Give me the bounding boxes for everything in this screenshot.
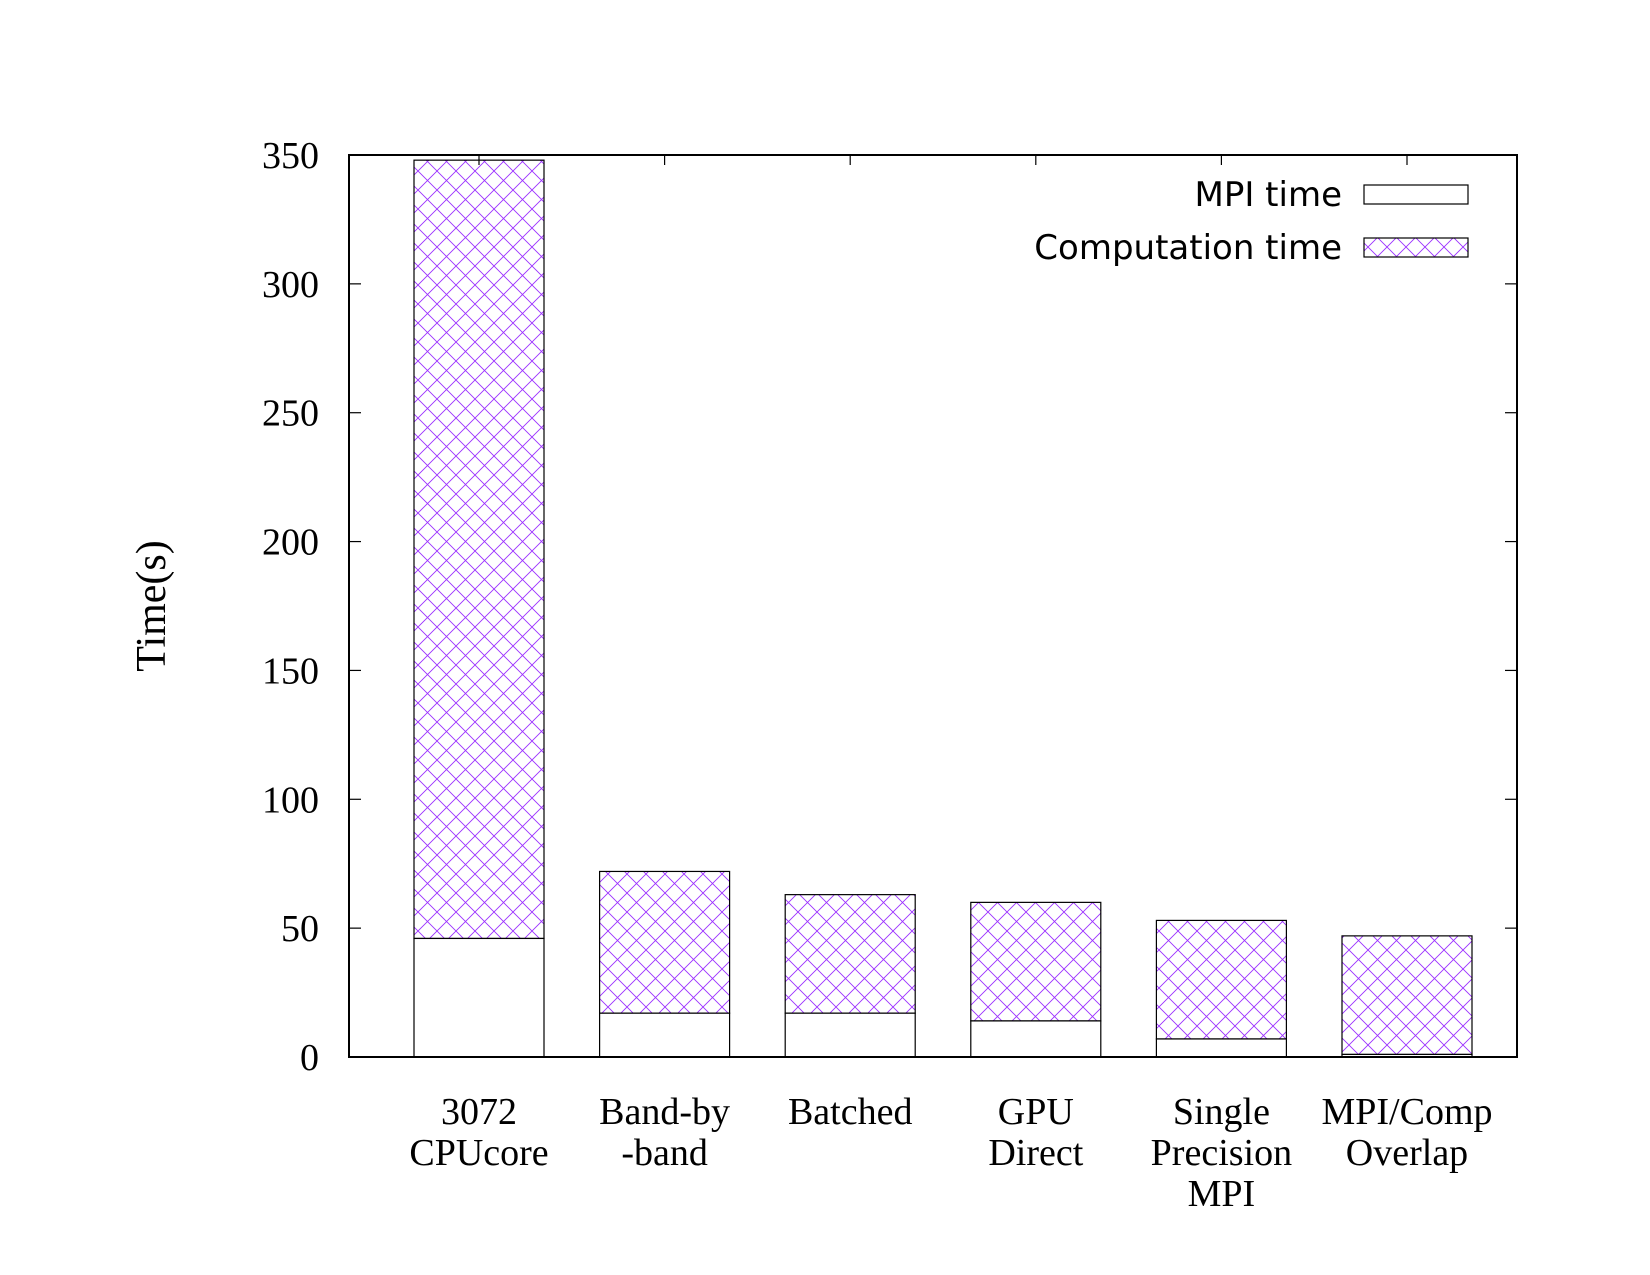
x-tick-label: -band [621,1132,708,1174]
bar-mpi-time [413,937,545,1058]
y-tick-label: 0 [300,1037,319,1079]
bars-group [413,159,1473,1058]
y-axis-label: Time(s) [129,540,175,671]
bar-mpi-time [784,1012,916,1058]
legend-label: Computation time [1034,228,1342,268]
x-tick-label: Precision [1151,1132,1292,1174]
x-tick-label: MPI/Comp [1321,1091,1492,1133]
legend: MPI time Computation time [1034,175,1469,268]
x-tick-label: 3072 [441,1091,517,1133]
bar-computation-time [1155,919,1288,1040]
legend-label: MPI time [1195,175,1343,215]
x-tick-label: MPI [1188,1173,1256,1215]
y-tick-label: 50 [281,908,319,950]
x-tick-label: Direct [988,1132,1083,1174]
y-tick-label: 350 [262,135,319,177]
bar-mpi-time [970,1020,1102,1058]
y-axis-ticks: 0 50 100 150 200 250 300 350 [262,135,1517,1079]
y-tick-label: 250 [262,393,319,435]
x-tick-label: GPU [998,1091,1074,1133]
x-tick-label: Band-by [599,1091,730,1133]
y-tick-label: 100 [262,779,319,821]
bar-mpi-time [598,1012,731,1058]
legend-swatch [1363,184,1469,205]
y-tick-label: 300 [262,264,319,306]
x-tick-label: Overlap [1346,1132,1468,1174]
x-tick-label: Batched [788,1091,913,1133]
x-tick-label: Single [1173,1091,1270,1133]
legend-swatch [1363,237,1469,258]
bar-computation-time [598,870,731,1014]
bar-computation-time [784,894,916,1014]
plot-frame [348,154,1518,1058]
y-tick-label: 150 [262,650,319,692]
bar-computation-time [970,901,1102,1022]
bar-mpi-time [1155,1038,1288,1058]
bar-computation-time [413,159,545,940]
bar-computation-time [1341,935,1473,1056]
x-tick-label: CPUcore [409,1132,548,1174]
y-tick-label: 200 [262,522,319,564]
